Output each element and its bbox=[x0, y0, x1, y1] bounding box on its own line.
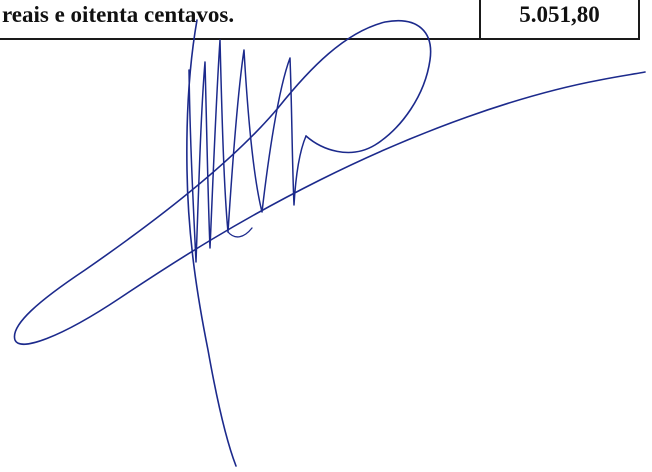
cell-divider bbox=[479, 0, 481, 38]
signature-loop-stroke bbox=[13, 20, 646, 345]
signature-tail-stroke bbox=[227, 227, 253, 238]
signature-zigzag-stroke bbox=[188, 39, 307, 263]
signature-strokes bbox=[13, 19, 646, 467]
amount-table-row: reais e oitenta centavos. 5.051,80 bbox=[0, 0, 640, 40]
amount-in-words: reais e oitenta centavos. bbox=[2, 2, 235, 27]
amount-value: 5.051,80 bbox=[519, 2, 600, 27]
signature-stem-stroke bbox=[186, 19, 237, 467]
